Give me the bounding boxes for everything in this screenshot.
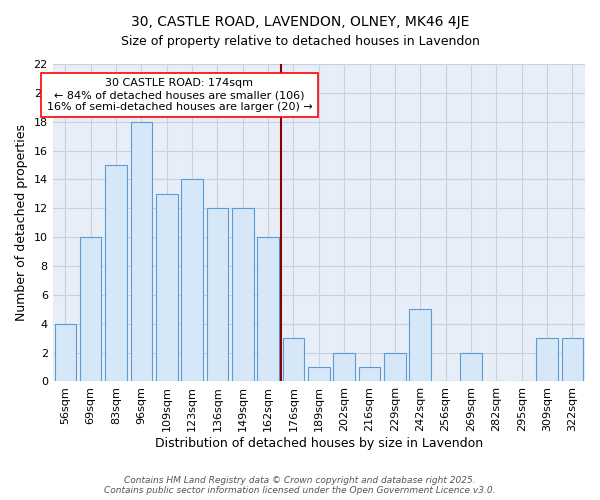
Bar [105, 165, 127, 382]
Text: Contains HM Land Registry data © Crown copyright and database right 2025.
Contai: Contains HM Land Registry data © Crown c… [104, 476, 496, 495]
X-axis label: Distribution of detached houses by size in Lavendon: Distribution of detached houses by size … [155, 437, 483, 450]
Y-axis label: Number of detached properties: Number of detached properties [15, 124, 28, 321]
Text: 30 CASTLE ROAD: 174sqm
← 84% of detached houses are smaller (106)
16% of semi-de: 30 CASTLE ROAD: 174sqm ← 84% of detached… [47, 78, 312, 112]
Bar [131, 122, 152, 382]
Bar [232, 208, 254, 382]
Text: Size of property relative to detached houses in Lavendon: Size of property relative to detached ho… [121, 35, 479, 48]
Bar [55, 324, 76, 382]
Bar [562, 338, 583, 382]
Bar [409, 310, 431, 382]
Bar [80, 237, 101, 382]
Bar [460, 352, 482, 382]
Text: 30, CASTLE ROAD, LAVENDON, OLNEY, MK46 4JE: 30, CASTLE ROAD, LAVENDON, OLNEY, MK46 4… [131, 15, 469, 29]
Bar [384, 352, 406, 382]
Bar [156, 194, 178, 382]
Bar [283, 338, 304, 382]
Bar [334, 352, 355, 382]
Bar [257, 237, 279, 382]
Bar [181, 180, 203, 382]
Bar [359, 367, 380, 382]
Bar [308, 367, 329, 382]
Bar [206, 208, 228, 382]
Bar [536, 338, 558, 382]
